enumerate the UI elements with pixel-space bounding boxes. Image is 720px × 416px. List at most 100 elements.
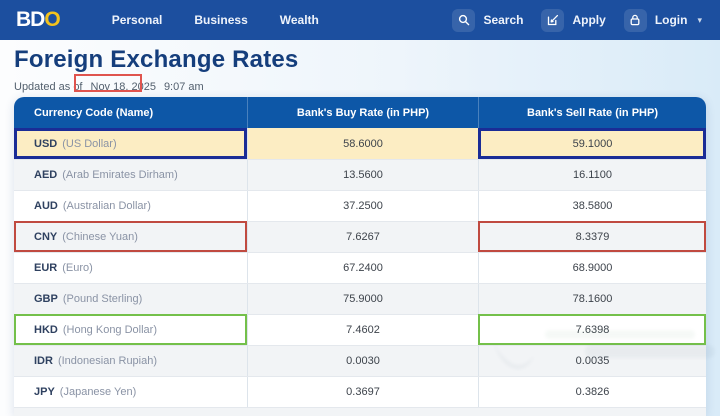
buy-rate-value: 7.6267 [346,231,380,243]
currency-cell: AED (Arab Emirates Dirham) [14,160,247,190]
currency-name: (Chinese Yuan) [62,231,138,243]
updated-prefix: Updated as of [14,81,83,93]
search-icon [452,8,476,32]
sell-rate-cell: 78.1600 [478,284,706,314]
buy-rate-cell: 7.4602 [247,315,478,345]
currency-name: (Japanese Yen) [59,386,137,398]
sell-rate-value: 59.1000 [572,137,613,150]
currency-code: HKD [34,324,58,336]
login-label: Login [654,13,688,27]
table-body: USD (US Dollar) 58.6000 59.1000 AED (Arab Emi… [14,128,706,407]
buy-rate-value: 7.4602 [346,324,380,336]
edit-icon [541,8,565,32]
column-header-sell-rate: Bank's Sell Rate (in PHP) [478,97,706,128]
updated-time: 9:07 am [163,81,204,93]
sell-rate-cell: 38.5800 [478,191,706,221]
currency-code: IDR [34,355,53,367]
lock-icon [623,8,647,32]
nav-link-personal[interactable]: Personal [111,13,163,27]
currency-cell: EUR (Euro) [14,253,247,283]
buy-rate-cell: 0.0030 [247,346,478,376]
sell-rate-cell: 59.1000 [478,128,706,159]
sell-rate-cell: 8.3379 [478,222,706,252]
chevron-down-icon: ▾ [697,14,702,25]
currency-code: JPY [34,386,55,398]
currency-cell: IDR (Indonesian Rupiah) [14,346,247,376]
apply-label: Apply [572,13,606,27]
currency-cell: USD (US Dollar) [14,128,247,159]
navbar: BDO Personal Business Wealth Search Appl… [0,0,720,40]
currency-code: CNY [34,231,58,243]
currency-name: (Australian Dollar) [62,200,151,212]
buy-rate-cell: 7.6267 [247,222,478,252]
nav-link-wealth[interactable]: Wealth [279,13,319,27]
buy-rate-value: 67.2400 [343,262,383,274]
sell-rate-value: 7.6398 [575,324,610,336]
nav-link-business[interactable]: Business [194,13,248,27]
buy-rate-value: 37.2500 [343,200,383,212]
currency-cell: JPY (Japanese Yen) [14,377,247,407]
currency-code: AUD [34,200,58,212]
sell-rate-value: 78.1600 [572,293,613,305]
sell-rate-cell: 16.1100 [478,160,706,190]
currency-name: (Euro) [62,262,93,274]
updated-date: Nov 18, 2025 [90,81,156,93]
currency-cell: CNY (Chinese Yuan) [14,222,247,252]
buy-rate-value: 58.6000 [343,137,383,150]
table-row-gbp: GBP (Pound Sterling) 75.9000 78.1600 [14,283,706,314]
buy-rate-value: 0.0030 [346,355,380,367]
sell-rate-cell: 7.6398 [478,315,706,345]
currency-name: (Arab Emirates Dirham) [62,169,178,181]
table-row-eur: EUR (Euro) 67.2400 68.9000 [14,252,706,283]
page-title: Foreign Exchange Rates [14,46,299,73]
currency-name: (Hong Kong Dollar) [62,324,157,336]
column-header-buy-rate: Bank's Buy Rate (in PHP) [247,97,478,128]
table-row-partial [14,407,706,416]
sell-rate-cell: 0.0035 [478,346,706,376]
currency-name: (Indonesian Rupiah) [57,355,158,367]
sell-rate-value: 68.9000 [572,262,613,274]
search-button[interactable]: Search [452,8,524,32]
sell-rate-cell: 0.3826 [478,377,706,407]
buy-rate-cell: 0.3697 [247,377,478,407]
buy-rate-value: 13.5600 [343,169,383,181]
buy-rate-cell: 67.2400 [247,253,478,283]
logo-text-o: O [44,8,60,31]
currency-name: (Pound Sterling) [62,293,143,305]
apply-button[interactable]: Apply [541,8,606,32]
column-header-currency: Currency Code (Name) [34,106,154,119]
bdo-logo[interactable]: BDO [16,8,61,32]
currency-code: GBP [34,293,58,305]
search-label: Search [483,13,524,27]
logo-text-bd: BD [16,8,45,31]
sell-rate-cell: 68.9000 [478,253,706,283]
currency-name: (US Dollar) [62,137,117,150]
currency-code: USD [34,137,58,150]
buy-rate-cell: 37.2500 [247,191,478,221]
table-row-jpy: JPY (Japanese Yen) 0.3697 0.3826 [14,376,706,407]
currency-cell: GBP (Pound Sterling) [14,284,247,314]
nav-links: Personal Business Wealth [112,13,319,27]
hero-section: Foreign Exchange Rates Updated as of Nov… [14,46,298,94]
sell-rate-value: 0.3826 [575,386,610,398]
buy-rate-value: 75.9000 [343,293,383,305]
login-button[interactable]: Login ▾ [623,8,702,32]
sell-rate-value: 16.1100 [573,169,612,181]
buy-rate-cell: 75.9000 [247,284,478,314]
sell-rate-value: 8.3379 [575,231,610,243]
buy-rate-cell: 13.5600 [247,160,478,190]
currency-code: AED [34,169,58,181]
fx-rates-table: Currency Code (Name) Bank's Buy Rate (in… [14,97,706,416]
updated-line: Updated as of Nov 18, 2025 9:07 am [14,80,298,94]
buy-rate-value: 0.3697 [346,386,380,398]
table-row-usd: USD (US Dollar) 58.6000 59.1000 [14,128,706,159]
nav-actions: Search Apply Login ▾ [452,8,702,32]
table-row-cny: CNY (Chinese Yuan) 7.6267 8.3379 [14,221,706,252]
currency-cell: HKD (Hong Kong Dollar) [14,315,247,345]
buy-rate-cell: 58.6000 [247,128,478,159]
currency-code: EUR [34,262,58,274]
table-row-aud: AUD (Australian Dollar) 37.2500 38.5800 [14,190,706,221]
sell-rate-value: 38.5800 [572,200,613,212]
table-row-aed: AED (Arab Emirates Dirham) 13.5600 16.1100 [14,159,706,190]
table-row-idr: IDR (Indonesian Rupiah) 0.0030 0.0035 [14,345,706,376]
